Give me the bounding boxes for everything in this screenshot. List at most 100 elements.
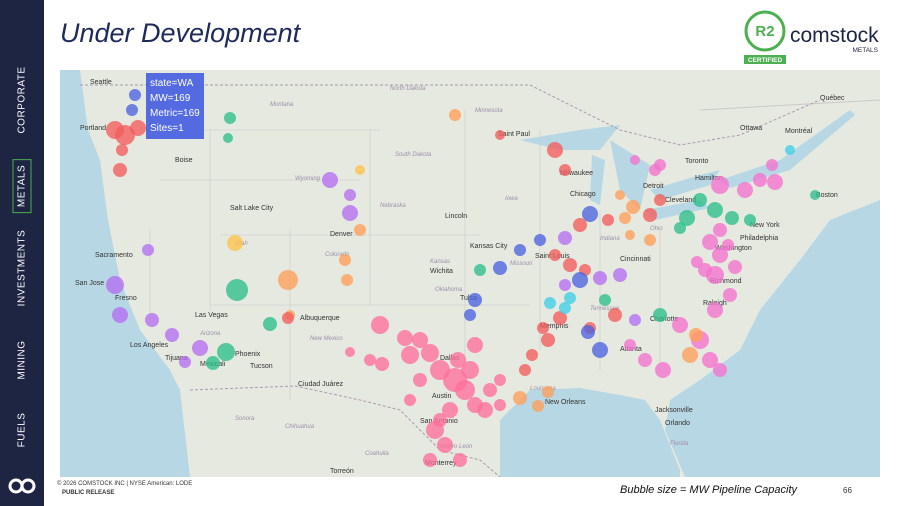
site-bubble bbox=[728, 260, 742, 274]
site-bubble bbox=[142, 244, 154, 256]
site-bubble bbox=[526, 349, 538, 361]
city-label: Boston bbox=[816, 192, 838, 199]
site-bubble bbox=[599, 294, 611, 306]
site-bubble bbox=[344, 189, 356, 201]
site-bubble bbox=[130, 120, 146, 136]
city-label: Salt Lake City bbox=[230, 205, 274, 212]
site-bubble bbox=[179, 356, 191, 368]
site-bubble bbox=[442, 402, 458, 418]
site-bubble bbox=[707, 202, 723, 218]
site-bubble bbox=[494, 374, 506, 386]
city-label: Phoenix bbox=[235, 351, 261, 358]
site-bubble bbox=[342, 205, 358, 221]
site-bubble bbox=[467, 337, 483, 353]
site-bubble bbox=[655, 362, 671, 378]
region-label: North Dakota bbox=[390, 86, 426, 92]
nav-item-active[interactable]: METALS bbox=[12, 158, 32, 214]
map[interactable]: Seattle Portland Boise Salt Lake City Denver… bbox=[60, 70, 880, 477]
site-bubble bbox=[785, 145, 795, 155]
site-bubble bbox=[483, 383, 497, 397]
site-bubble bbox=[682, 347, 698, 363]
site-bubble bbox=[625, 230, 635, 240]
site-bubble bbox=[654, 159, 666, 171]
site-bubble bbox=[495, 130, 505, 140]
region-label: Montana bbox=[270, 102, 294, 108]
city-label: Memphis bbox=[540, 323, 569, 330]
tooltip: state=WA MW=169 Metric=169 Sites=1 bbox=[146, 73, 204, 139]
site-bubble bbox=[413, 373, 427, 387]
sidebar: CORPORATE METALS INVESTMENTS MINING FUEL… bbox=[0, 0, 44, 506]
city-label: Hamilton bbox=[695, 175, 723, 182]
site-bubble bbox=[534, 234, 546, 246]
site-bubble bbox=[558, 231, 572, 245]
site-bubble bbox=[375, 357, 389, 371]
site-bubble bbox=[364, 354, 376, 366]
site-bubble bbox=[712, 247, 728, 263]
tooltip-line: Metric=169 bbox=[150, 108, 200, 119]
site-bubble bbox=[282, 312, 294, 324]
site-bubble bbox=[644, 234, 656, 246]
city-label: Chicago bbox=[570, 191, 596, 198]
city-label: Austin bbox=[432, 393, 452, 400]
region-label: Indiana bbox=[600, 236, 620, 242]
company-logo: R2 CERTIFIED comstock METALS bbox=[744, 10, 879, 64]
site-bubble bbox=[653, 308, 667, 322]
site-bubble bbox=[753, 173, 767, 187]
city-label: Boise bbox=[175, 157, 193, 164]
site-bubble bbox=[672, 317, 688, 333]
site-bubble bbox=[453, 453, 467, 467]
city-label: Washington bbox=[715, 245, 752, 252]
site-bubble bbox=[698, 263, 712, 277]
region-label: Wyoming bbox=[295, 176, 321, 182]
nav-item[interactable]: MINING bbox=[16, 340, 28, 380]
site-bubble bbox=[371, 316, 389, 334]
city-label: Lincoln bbox=[445, 213, 467, 220]
site-bubble bbox=[693, 193, 707, 207]
site-bubble bbox=[126, 104, 138, 116]
site-bubble bbox=[461, 361, 479, 379]
site-bubble bbox=[401, 346, 419, 364]
site-bubble bbox=[744, 214, 756, 226]
site-bubble bbox=[613, 268, 627, 282]
site-bubble bbox=[723, 288, 737, 302]
site-bubble bbox=[559, 164, 571, 176]
site-bubble bbox=[278, 270, 298, 290]
nav-item[interactable]: CORPORATE bbox=[16, 66, 28, 134]
site-bubble bbox=[592, 342, 608, 358]
site-bubble bbox=[674, 222, 686, 234]
city-label: Monterrey bbox=[425, 460, 457, 467]
tooltip-line: MW=169 bbox=[150, 93, 191, 104]
nav-item[interactable]: FUELS bbox=[16, 412, 28, 448]
city-label: Albuquerque bbox=[300, 315, 340, 322]
site-bubble bbox=[227, 235, 243, 251]
site-bubble bbox=[423, 453, 437, 467]
slide-title: Under Development bbox=[60, 18, 301, 48]
site-bubble bbox=[474, 264, 486, 276]
caption: Bubble size = MW Pipeline Capacity bbox=[620, 484, 797, 496]
site-bubble bbox=[519, 364, 531, 376]
site-bubble bbox=[224, 112, 236, 124]
city-label: Los Angeles bbox=[130, 342, 169, 349]
site-bubble bbox=[397, 330, 413, 346]
site-bubble bbox=[513, 391, 527, 405]
site-bubble bbox=[354, 224, 366, 236]
site-bubble bbox=[725, 211, 739, 225]
logo-badge: R2 bbox=[755, 23, 774, 40]
site-bubble bbox=[165, 328, 179, 342]
city-label: Sacramento bbox=[95, 252, 133, 259]
site-bubble bbox=[106, 276, 124, 294]
site-bubble bbox=[226, 279, 248, 301]
city-label: Portland bbox=[80, 125, 106, 132]
city-label: Philadelphia bbox=[740, 235, 778, 242]
site-bubble bbox=[691, 256, 703, 268]
classification: PUBLIC RELEASE bbox=[62, 490, 115, 496]
site-bubble bbox=[713, 223, 727, 237]
site-bubble bbox=[514, 244, 526, 256]
city-label: San Jose bbox=[75, 280, 104, 287]
site-bubble bbox=[619, 212, 631, 224]
site-bubble bbox=[404, 394, 416, 406]
site-bubble bbox=[541, 333, 555, 347]
nav-item[interactable]: INVESTMENTS bbox=[16, 229, 28, 307]
site-bubble bbox=[542, 386, 554, 398]
